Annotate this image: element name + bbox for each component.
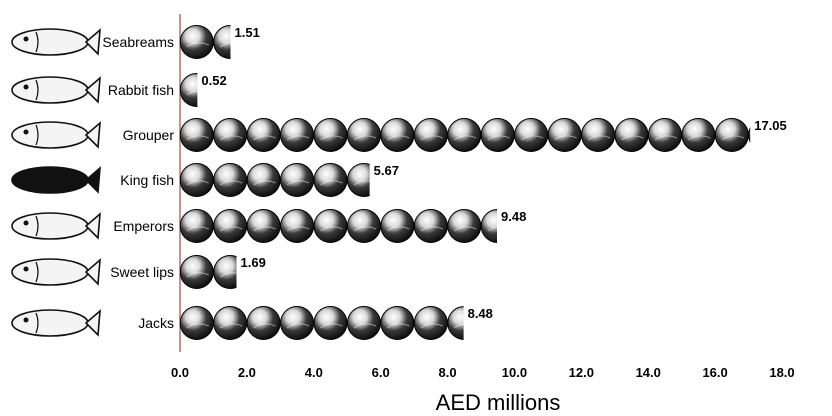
fish-icon bbox=[11, 76, 101, 104]
bar-ball bbox=[213, 163, 248, 197]
bar-ball bbox=[280, 118, 315, 152]
bar-ball bbox=[748, 127, 751, 143]
bar-ball bbox=[681, 118, 716, 152]
value-label: 9.48 bbox=[501, 209, 526, 224]
bar-ball bbox=[180, 25, 214, 59]
bar-ball bbox=[180, 118, 214, 152]
x-tick-label: 2.0 bbox=[238, 365, 256, 380]
bar-ball bbox=[213, 25, 231, 59]
bar bbox=[180, 118, 751, 152]
bar-ball bbox=[246, 118, 281, 152]
x-tick-label: 14.0 bbox=[636, 365, 661, 380]
x-tick-label: 18.0 bbox=[769, 365, 794, 380]
bar-ball bbox=[480, 209, 498, 243]
bar-ball bbox=[213, 209, 248, 243]
bar-ball bbox=[447, 209, 482, 243]
x-tick-label: 10.0 bbox=[502, 365, 527, 380]
bar-ball bbox=[380, 118, 415, 152]
bar-ball bbox=[581, 118, 616, 152]
bar-ball bbox=[180, 73, 198, 107]
fish-icon bbox=[11, 121, 101, 149]
category-label: Emperors bbox=[113, 218, 174, 234]
bar-ball bbox=[547, 118, 582, 152]
bar bbox=[180, 73, 198, 107]
x-tick-label: 16.0 bbox=[702, 365, 727, 380]
bar-ball bbox=[280, 306, 315, 340]
bar-ball bbox=[246, 306, 281, 340]
bar-ball bbox=[447, 306, 464, 340]
fish-icon bbox=[11, 309, 101, 337]
category-label: Grouper bbox=[123, 127, 175, 143]
bar-ball bbox=[246, 209, 281, 243]
value-label: 5.67 bbox=[374, 163, 399, 178]
bar-ball bbox=[313, 306, 348, 340]
value-label: 1.51 bbox=[235, 25, 260, 40]
bar-ball bbox=[180, 306, 214, 340]
fish-icon bbox=[11, 258, 101, 286]
fish-icon bbox=[11, 166, 101, 194]
fish-icon bbox=[11, 28, 101, 56]
bar-ball bbox=[447, 118, 482, 152]
bar-ball bbox=[313, 209, 348, 243]
bar-ball bbox=[480, 118, 515, 152]
bar-ball bbox=[213, 118, 248, 152]
x-axis-ticks: 0.0 2.0 4.0 6.0 8.0 10.0 12.0 14.0 16.0 18.0 bbox=[171, 365, 795, 380]
bar-ball bbox=[180, 209, 214, 243]
value-label: 8.48 bbox=[468, 306, 493, 321]
bar-ball bbox=[346, 209, 381, 243]
bar-ball bbox=[180, 163, 214, 197]
category-label: Rabbit fish bbox=[108, 82, 174, 98]
bar-ball bbox=[346, 163, 370, 197]
value-label: 17.05 bbox=[754, 118, 787, 133]
category-labels: Seabreams Rabbit fish Grouper King fish Empe… bbox=[102, 34, 174, 331]
bar-ball bbox=[313, 118, 348, 152]
bar bbox=[180, 209, 498, 243]
bar-ball bbox=[380, 209, 415, 243]
bar-ball bbox=[614, 118, 649, 152]
category-label: Seabreams bbox=[102, 34, 174, 50]
bar-ball bbox=[180, 255, 214, 289]
category-label: Sweet lips bbox=[110, 264, 174, 280]
bar-ball bbox=[413, 118, 448, 152]
bar-ball bbox=[213, 306, 248, 340]
x-tick-label: 8.0 bbox=[439, 365, 457, 380]
bars bbox=[180, 25, 751, 340]
bar-ball bbox=[346, 306, 381, 340]
x-tick-label: 4.0 bbox=[305, 365, 323, 380]
bar-ball bbox=[346, 118, 381, 152]
bar-ball bbox=[647, 118, 682, 152]
fish-icons bbox=[11, 28, 101, 337]
x-tick-label: 6.0 bbox=[372, 365, 390, 380]
bar-ball bbox=[413, 306, 448, 340]
x-tick-label: 12.0 bbox=[569, 365, 594, 380]
bar-ball bbox=[313, 163, 348, 197]
bar-ball bbox=[413, 209, 448, 243]
category-label: Jacks bbox=[138, 315, 174, 331]
bar bbox=[180, 163, 370, 197]
x-tick-label: 0.0 bbox=[171, 365, 189, 380]
bar-ball bbox=[213, 255, 237, 289]
bar-ball bbox=[280, 163, 315, 197]
value-label: 1.69 bbox=[241, 255, 266, 270]
bar-ball bbox=[380, 306, 415, 340]
value-labels: 1.51 0.52 17.05 5.67 9.48 1.69 8.48 bbox=[201, 25, 786, 321]
x-axis-title: AED millions bbox=[436, 390, 561, 415]
bar-ball bbox=[246, 163, 281, 197]
value-label: 0.52 bbox=[201, 73, 226, 88]
bar bbox=[180, 306, 464, 340]
bar-ball bbox=[714, 118, 749, 152]
category-label: King fish bbox=[120, 172, 174, 188]
bar bbox=[180, 25, 231, 59]
bar-ball bbox=[280, 209, 315, 243]
bar bbox=[180, 255, 237, 289]
fish-icon bbox=[11, 212, 101, 240]
bar-ball bbox=[514, 118, 549, 152]
